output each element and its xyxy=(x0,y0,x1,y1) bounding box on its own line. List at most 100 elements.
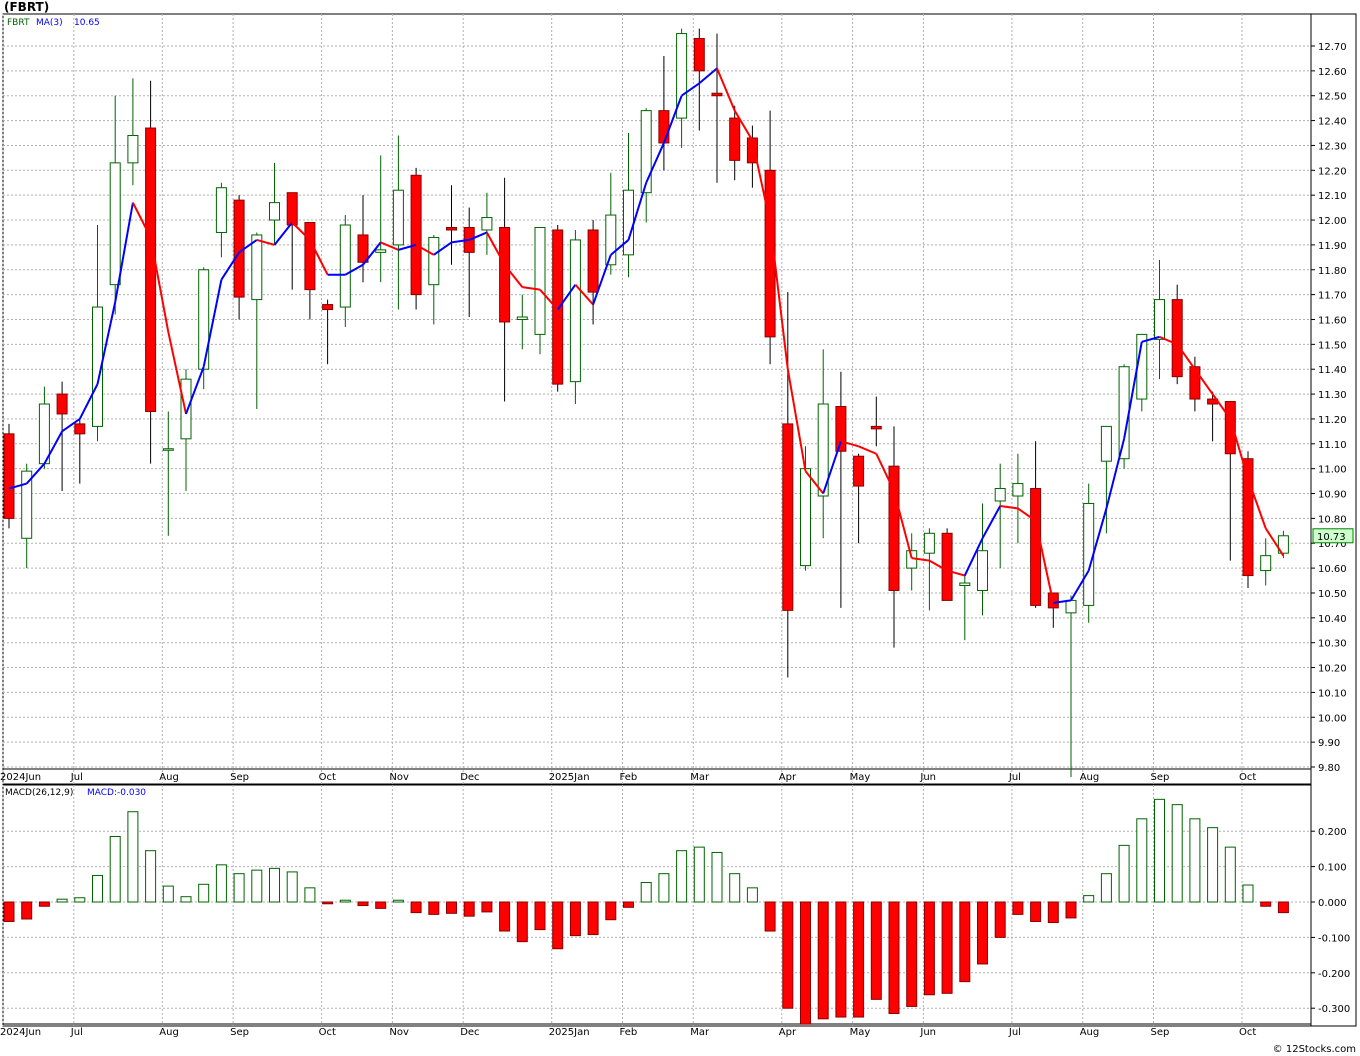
candle-body xyxy=(534,226,546,335)
ma3-segment xyxy=(1070,570,1090,601)
macd-x-tick-label: Aug xyxy=(159,1027,179,1038)
price-y-tick-label: 10.90 xyxy=(1318,490,1347,501)
price-x-tick-label: Mar xyxy=(690,772,710,783)
ma3-segment xyxy=(981,505,1002,539)
candle-body xyxy=(711,92,723,97)
candle-body xyxy=(640,110,652,194)
ma3-segment xyxy=(875,453,895,492)
ma3-segment xyxy=(698,67,718,85)
macd-bar xyxy=(941,901,953,994)
macd-bar xyxy=(1154,798,1165,903)
macd-bar xyxy=(853,901,865,1018)
macd-bar xyxy=(1260,901,1272,907)
macd-bar xyxy=(109,836,121,903)
ma3-segment xyxy=(840,440,859,448)
ma3-segment xyxy=(946,569,966,577)
candle-body xyxy=(38,403,50,465)
macd-bar xyxy=(1224,846,1236,903)
candle-body xyxy=(587,229,599,293)
candle-body xyxy=(304,222,316,291)
macd-bar xyxy=(605,901,617,921)
macd-x-tick-label: Jul xyxy=(1008,1027,1021,1038)
candle-body xyxy=(1118,366,1130,460)
macd-bar xyxy=(215,864,227,903)
price-x-tick-label: Sep xyxy=(1151,772,1170,783)
ma3-segment xyxy=(185,366,205,415)
macd-bar xyxy=(693,846,705,903)
ma3-segment xyxy=(1105,438,1126,509)
candle-body xyxy=(835,406,847,452)
candle-body xyxy=(676,33,688,119)
macd-bar xyxy=(906,901,918,1007)
price-x-tick-label: Nov xyxy=(389,772,409,783)
macd-bar xyxy=(92,874,103,903)
macd-x-tick-label: Mar xyxy=(690,1027,710,1038)
macd-legend-value: MACD:-0.030 xyxy=(87,788,146,798)
ma3-segment xyxy=(1087,508,1108,571)
candle-body xyxy=(1100,425,1112,462)
macd-x-tick-label: Sep xyxy=(230,1027,249,1038)
ma3-segment xyxy=(78,383,99,420)
price-y-tick-label: 12.60 xyxy=(1318,67,1347,78)
macd-bar xyxy=(1030,901,1042,922)
ma3-segment xyxy=(1017,507,1037,522)
candle-body xyxy=(375,249,387,253)
candle-body xyxy=(3,433,15,519)
macd-y-tick-label: 0.000 xyxy=(1318,898,1347,909)
candle-body xyxy=(392,189,404,246)
candle-body xyxy=(782,423,794,611)
ma3-segment xyxy=(486,231,506,266)
last-price-label: 10.73 xyxy=(1317,532,1346,543)
macd-bar xyxy=(640,882,652,903)
macd-bar xyxy=(569,901,581,937)
ma3-segment xyxy=(592,254,612,305)
price-x-tick-label: Aug xyxy=(1080,772,1100,783)
macd-bar xyxy=(286,871,298,903)
macd-bar xyxy=(888,901,900,1015)
macd-bar xyxy=(1171,804,1183,903)
macd-bar xyxy=(21,901,33,920)
macd-bar xyxy=(428,901,440,915)
price-y-tick-label: 10.10 xyxy=(1318,688,1347,699)
chart-title: (FBRT) xyxy=(4,0,49,14)
candle-body xyxy=(569,239,581,383)
macd-bar xyxy=(304,887,316,903)
ma3-segment xyxy=(610,239,630,256)
ma3-segment xyxy=(238,239,258,254)
macd-bar xyxy=(463,901,475,917)
macd-bar xyxy=(251,869,263,903)
macd-bar xyxy=(3,901,15,922)
macd-bar xyxy=(729,873,741,903)
macd-bar xyxy=(446,901,457,914)
ma3-segment xyxy=(1247,478,1267,529)
candle-body xyxy=(746,137,758,164)
price-y-tick-label: 10.50 xyxy=(1318,589,1347,600)
macd-bar xyxy=(676,850,688,903)
candle-body xyxy=(1260,555,1272,572)
price-y-tick-label: 10.70 xyxy=(1318,539,1347,550)
macd-bar xyxy=(1100,873,1112,903)
candle-body xyxy=(322,304,334,311)
price-y-tick-label: 9.90 xyxy=(1318,738,1340,749)
candle-body xyxy=(977,550,988,591)
macd-y-tick-label: -0.300 xyxy=(1318,1004,1350,1015)
price-y-tick-label: 12.50 xyxy=(1318,92,1347,103)
ma3-segment xyxy=(503,264,524,288)
price-y-tick-label: 11.80 xyxy=(1318,266,1347,277)
macd-bar xyxy=(499,901,511,932)
macd-bar xyxy=(658,873,670,903)
ma3-segment xyxy=(96,301,117,385)
ma3-segment xyxy=(1123,341,1143,440)
legend-ma-label: MA(3) xyxy=(36,18,63,28)
ma3-segment xyxy=(928,559,948,572)
macd-bar xyxy=(392,899,404,903)
ma3-segment xyxy=(574,284,594,306)
price-y-tick-label: 11.10 xyxy=(1318,440,1347,451)
candle-body xyxy=(109,162,121,286)
macd-bar xyxy=(623,901,634,908)
ma3-segment xyxy=(751,140,772,223)
ma3-segment xyxy=(627,182,648,241)
ma3-segment xyxy=(291,221,311,241)
ma3-segment xyxy=(149,237,170,333)
